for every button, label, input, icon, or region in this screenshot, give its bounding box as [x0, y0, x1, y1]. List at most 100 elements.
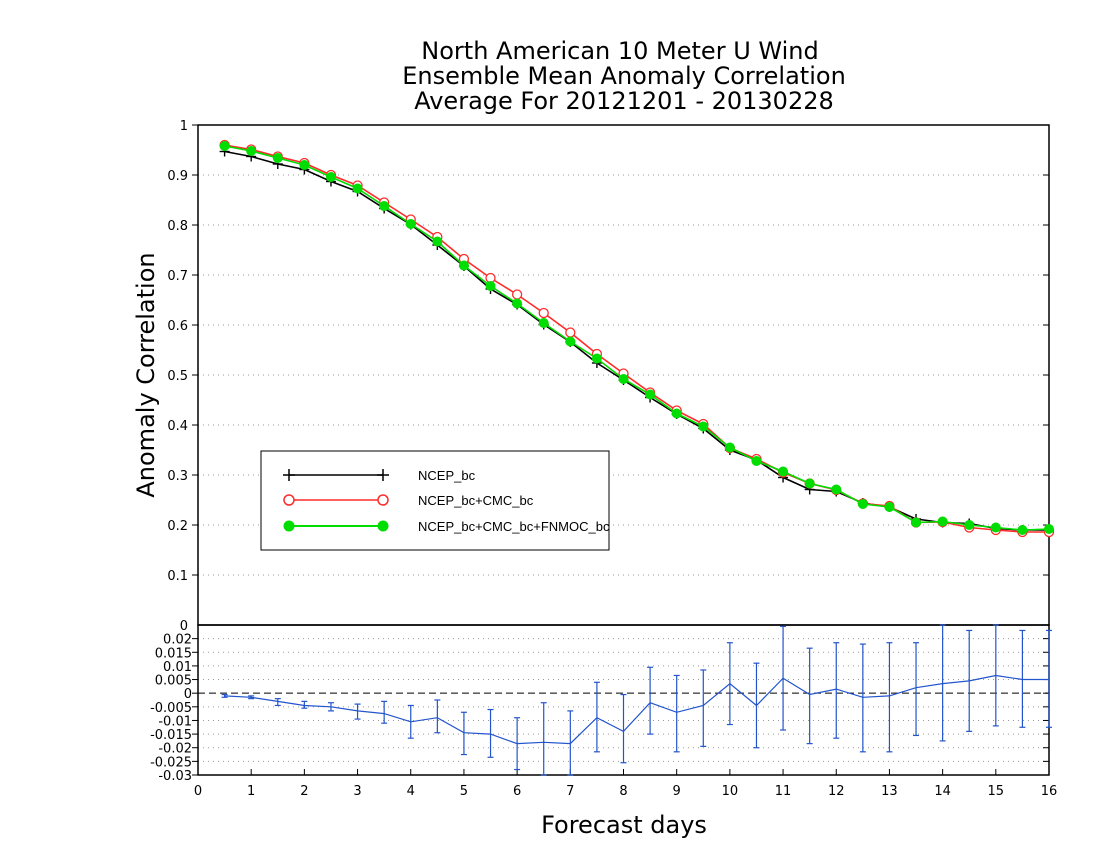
title-line-3: Average For 20121201 - 20130228 — [414, 87, 834, 115]
main-y-tick-label: 0.2 — [167, 519, 188, 534]
x-tick-label: 16 — [1041, 784, 1058, 799]
series-point — [272, 153, 283, 163]
series-point — [219, 141, 230, 151]
error-bar — [434, 699, 441, 734]
diff-y-tick-label: 0.02 — [163, 633, 192, 648]
series-2 — [219, 141, 1054, 535]
legend-label-ncep-cmc: NCEP_bc+CMC_bc — [418, 493, 534, 508]
series-point — [964, 520, 975, 530]
error-bar — [1046, 629, 1052, 728]
series-point — [618, 374, 629, 384]
x-tick-label: 13 — [881, 784, 898, 799]
error-bar — [647, 666, 654, 735]
series-point — [565, 327, 576, 338]
error-bar — [274, 698, 281, 707]
series-point — [511, 289, 523, 300]
diff-y-tick-label: -0.01 — [158, 714, 192, 729]
legend-label-ncep-cmc-fnmoc: NCEP_bc+CMC_bc+FNMOC_bc — [418, 519, 610, 534]
series-point — [512, 298, 523, 309]
x-tick-label: 4 — [407, 784, 415, 799]
x-axis-label: Forecast days — [541, 811, 707, 839]
main-plot: 0.1 0.2 0.3 0.4 0.5 0.6 0.7 0.8 0.9 1 — [167, 119, 1055, 626]
x-tick-label: 15 — [988, 784, 1005, 799]
series-point — [698, 421, 709, 432]
diff-y-tick-label: 0 — [184, 687, 192, 702]
series-point — [538, 318, 549, 328]
diff-top-tick-label: 0 — [180, 619, 188, 634]
legend-marker-ncep-cmc-fnmoc-right — [377, 520, 389, 532]
x-tick-label: 8 — [619, 784, 627, 799]
main-y-tick-label: 0.5 — [167, 369, 188, 384]
difference-series — [221, 624, 1052, 776]
series-point — [990, 522, 1001, 533]
main-y-tick-label: 0.3 — [167, 469, 188, 484]
diff-y-tick-label: 0.005 — [155, 674, 192, 689]
series-point — [804, 478, 815, 489]
title-line-2: Ensemble Mean Anomaly Correlation — [402, 62, 846, 90]
diff-y-tick-label: -0.02 — [158, 742, 192, 757]
error-bar — [673, 674, 680, 753]
series-point — [1044, 524, 1054, 534]
x-tick-label: 5 — [460, 784, 468, 799]
series-point — [405, 219, 416, 229]
series-point — [379, 201, 390, 211]
series-point — [884, 502, 895, 512]
error-bar — [886, 642, 893, 753]
diff-y-tick-label: -0.025 — [150, 755, 192, 770]
x-tick-label: 0 — [194, 784, 202, 799]
error-bar — [939, 624, 946, 742]
series-point — [246, 146, 257, 156]
difference-line — [224, 674, 1049, 745]
series-point — [831, 484, 842, 495]
error-bar — [460, 711, 467, 756]
series-point — [911, 517, 922, 528]
series-point — [724, 442, 735, 453]
y-axis-label: Anomaly Correlation — [132, 252, 160, 497]
error-bar — [700, 669, 707, 747]
series-point — [352, 183, 363, 194]
series-point — [325, 172, 336, 182]
error-bar — [913, 642, 920, 737]
x-tick-label: 12 — [828, 784, 845, 799]
x-tick-label: 11 — [775, 784, 792, 799]
x-tick-label: 9 — [673, 784, 681, 799]
legend-marker-ncep — [283, 469, 389, 481]
legend: NCEP_bc NCEP_bc+CMC_bc NCEP_bc+CMC_bc+FN… — [260, 450, 610, 551]
x-tick-label: 1 — [247, 784, 255, 799]
main-y-tick-label: 0.8 — [167, 219, 188, 234]
error-bar — [620, 693, 627, 764]
main-y-tick-label: 0.4 — [167, 419, 188, 434]
main-y-tick-label: 0.9 — [167, 169, 188, 184]
series-point — [937, 516, 948, 527]
x-tick-label: 10 — [722, 784, 739, 799]
series-point — [857, 499, 868, 509]
legend-marker-ncep-cmc-fnmoc-left — [283, 520, 295, 532]
diff-y-tick-label: 0.01 — [163, 660, 192, 675]
series-point — [538, 307, 549, 319]
error-bar — [381, 700, 388, 724]
series-point — [299, 160, 310, 170]
x-tick-label: 3 — [353, 784, 361, 799]
series-line — [224, 145, 1050, 531]
x-tick-label: 6 — [513, 784, 521, 799]
series-point — [778, 466, 789, 477]
series-point — [1017, 525, 1028, 535]
diff-y-tick-label: -0.03 — [158, 769, 192, 784]
chart-title: North American 10 Meter U Wind Ensemble … — [402, 37, 846, 115]
series-point — [751, 456, 762, 466]
difference-plot: -0.03-0.025-0.02-0.015-0.01-0.00500.0050… — [150, 619, 1057, 799]
series-point — [671, 408, 682, 419]
error-bar — [301, 700, 308, 709]
error-bar — [833, 642, 840, 739]
x-tick-label: 2 — [300, 784, 308, 799]
diff-y-tick-label: 0.015 — [155, 646, 192, 661]
diff-y-tick-label: -0.015 — [150, 728, 192, 743]
series-point — [458, 260, 469, 271]
series-point — [432, 236, 443, 247]
error-bar — [806, 647, 813, 745]
error-bar — [221, 693, 228, 698]
error-bar — [540, 702, 547, 776]
series-line — [224, 150, 1049, 531]
